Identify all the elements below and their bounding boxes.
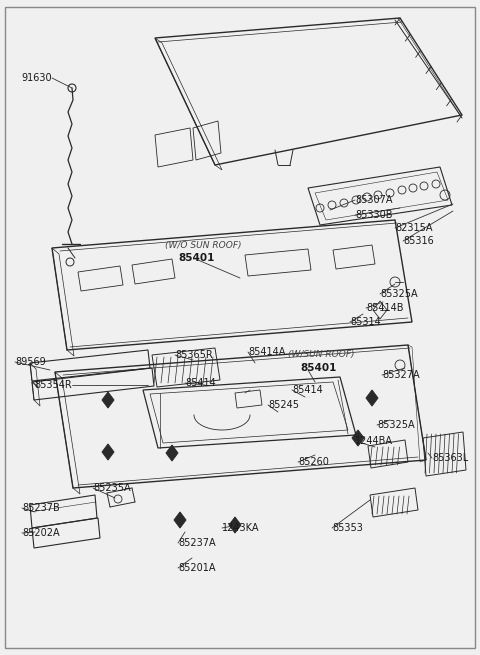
Text: 85260: 85260 [298, 457, 329, 467]
Text: 85314: 85314 [350, 317, 381, 327]
Text: 85235A: 85235A [93, 483, 131, 493]
Text: 85237B: 85237B [22, 503, 60, 513]
Polygon shape [166, 445, 178, 461]
Text: (W/SUN ROOF): (W/SUN ROOF) [288, 350, 355, 360]
Text: 85363L: 85363L [432, 453, 468, 463]
Text: 85414A: 85414A [248, 347, 286, 357]
Polygon shape [366, 390, 378, 406]
Polygon shape [174, 512, 186, 528]
Text: 85201A: 85201A [178, 563, 216, 573]
Text: 85353: 85353 [332, 523, 363, 533]
Polygon shape [102, 392, 114, 408]
Text: 85327A: 85327A [382, 370, 420, 380]
Text: 82315A: 82315A [395, 223, 432, 233]
Text: 91630: 91630 [22, 73, 52, 83]
Text: 89569: 89569 [15, 357, 46, 367]
Text: (W/O SUN ROOF): (W/O SUN ROOF) [165, 240, 241, 250]
Text: 85245: 85245 [268, 400, 299, 410]
Text: 1243KA: 1243KA [222, 523, 260, 533]
Text: 85237A: 85237A [178, 538, 216, 548]
Polygon shape [352, 430, 364, 446]
Text: 85325A: 85325A [377, 420, 415, 430]
Text: 85414: 85414 [292, 385, 323, 395]
Text: 85414B: 85414B [366, 303, 404, 313]
Polygon shape [229, 517, 241, 533]
Text: 85316: 85316 [403, 236, 434, 246]
Text: 85325A: 85325A [380, 289, 418, 299]
Text: 85307A: 85307A [355, 195, 393, 205]
Text: 85365R: 85365R [175, 350, 213, 360]
Text: 85401: 85401 [178, 253, 215, 263]
Text: 85354R: 85354R [34, 380, 72, 390]
Text: 1244BA: 1244BA [355, 436, 393, 446]
Polygon shape [102, 444, 114, 460]
Text: 85330B: 85330B [355, 210, 393, 220]
Text: 85401: 85401 [300, 363, 336, 373]
Text: 85202A: 85202A [22, 528, 60, 538]
Text: 85414: 85414 [185, 378, 216, 388]
